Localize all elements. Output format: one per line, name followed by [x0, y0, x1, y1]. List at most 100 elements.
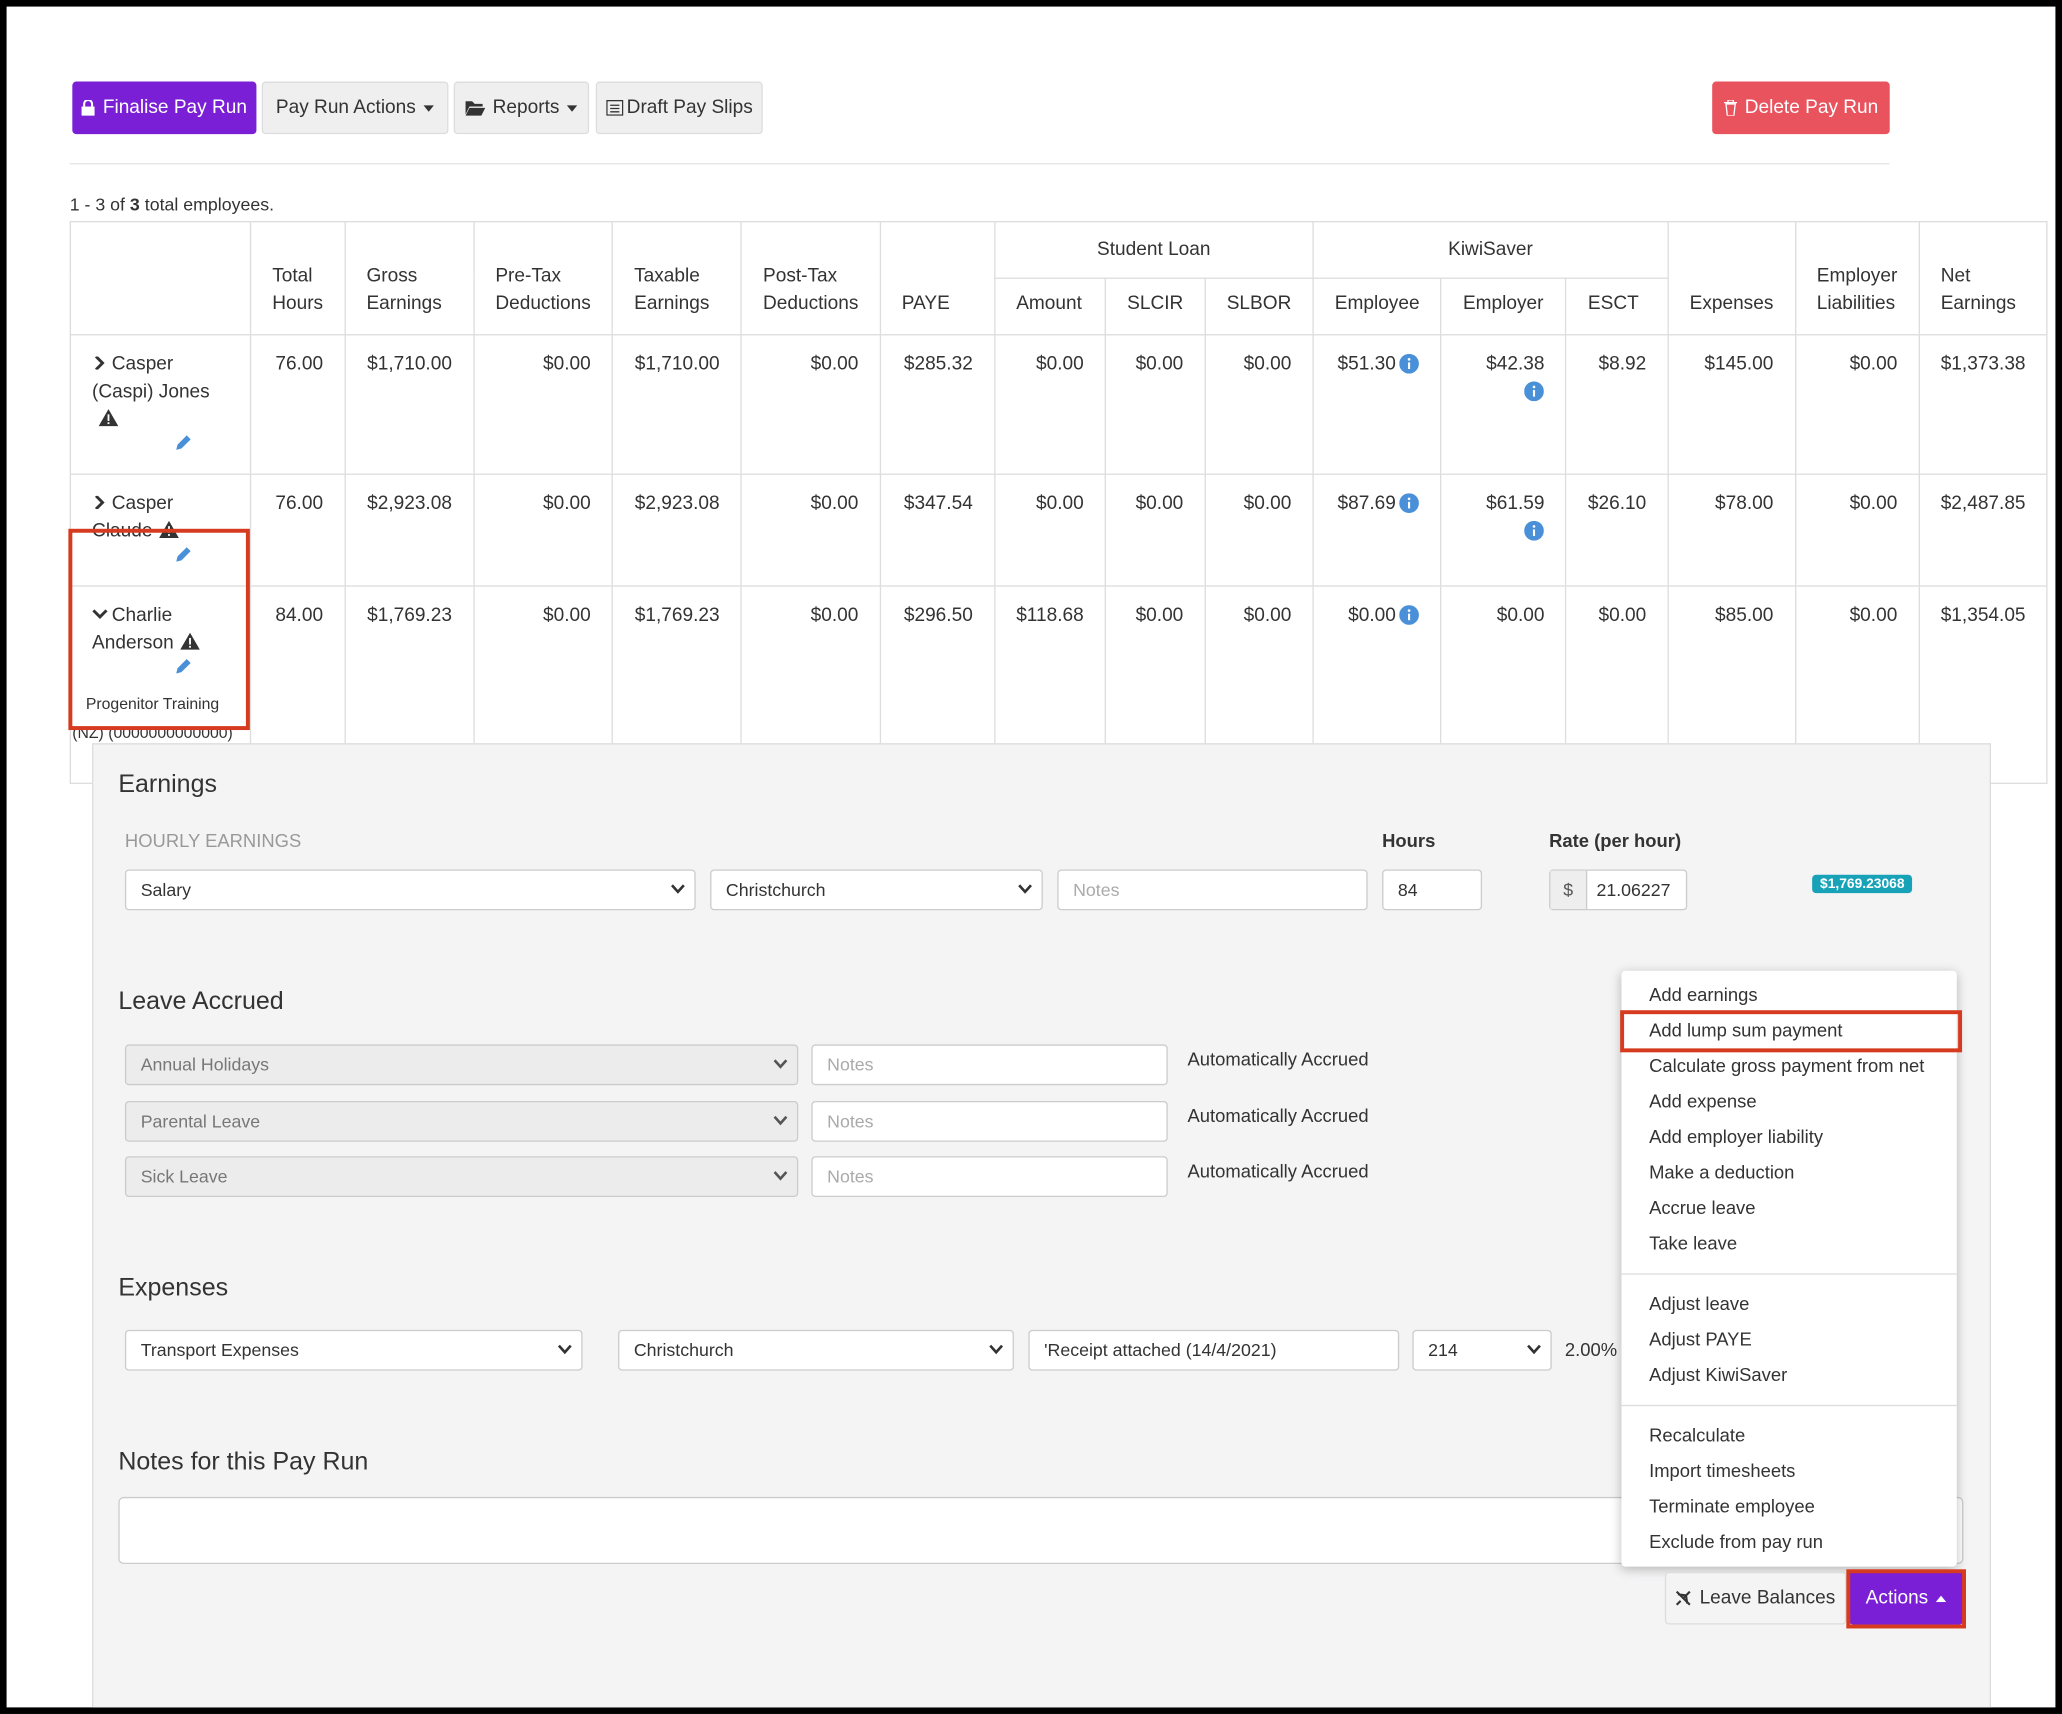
button-label: Leave Balances	[1699, 1587, 1836, 1609]
employee-count: 1 - 3 of 3 total employees.	[70, 195, 274, 215]
finalise-button[interactable]: Finalise Pay Run	[72, 81, 257, 135]
location-select[interactable]: Christchurch	[710, 869, 1043, 911]
actions-button[interactable]: Actions	[1848, 1571, 1964, 1625]
column-header: SLCIR	[1104, 277, 1206, 336]
value-cell: $1,710.00	[344, 334, 475, 475]
menu-item[interactable]: Exclude from pay run	[1649, 1531, 1824, 1553]
group-header: KiwiSaver	[1312, 220, 1669, 279]
header-text: Amount	[1016, 293, 1082, 315]
menu-item[interactable]: Recalculate	[1649, 1424, 1746, 1446]
select-value: 214	[1428, 1340, 1458, 1361]
menu-item[interactable]: Add lump sum payment	[1649, 1019, 1843, 1041]
rate-input[interactable]: $21.06227	[1549, 869, 1688, 911]
select-value: Sick Leave	[140, 1166, 228, 1187]
input-value: 84	[1397, 880, 1418, 900]
cell-value: $0.00	[1849, 353, 1898, 375]
menu-item[interactable]: Accrue leave	[1649, 1197, 1756, 1219]
column-header: SLBOR	[1204, 277, 1314, 336]
value-cell: $0.00	[1104, 473, 1206, 587]
header-text: ESCT	[1587, 293, 1639, 315]
value-cell: $0.00	[472, 473, 614, 587]
menu-item[interactable]: Adjust PAYE	[1649, 1328, 1752, 1350]
edit-icon[interactable]	[175, 658, 192, 675]
notes-input[interactable]: Notes	[1057, 869, 1368, 911]
expense-note-input[interactable]: 'Receipt attached (14/4/2021)	[1028, 1329, 1400, 1371]
menu-item[interactable]: Take leave	[1649, 1232, 1738, 1254]
leave-notes-input[interactable]: Notes	[811, 1100, 1168, 1142]
button-label: Reports	[492, 97, 560, 119]
pay-run-actions-button[interactable]: Pay Run Actions	[261, 81, 449, 135]
employee-name[interactable]: Casper (Caspi) Jones	[92, 353, 210, 403]
edit-icon[interactable]	[175, 434, 192, 451]
draft-pay-slips-button[interactable]: Draft Pay Slips	[595, 81, 763, 135]
employee-name[interactable]: Charlie Anderson	[92, 605, 174, 654]
info-icon	[1399, 493, 1420, 514]
value-cell: $0.00	[740, 473, 881, 587]
cell-value: $0.00	[1243, 353, 1292, 375]
earning-type-select[interactable]: Salary	[124, 869, 696, 911]
value-cell: $78.00	[1667, 473, 1796, 587]
expense-code-select[interactable]: 214	[1412, 1329, 1552, 1371]
leave-balances-button[interactable]: Leave Balances	[1664, 1571, 1847, 1625]
count-text: total employees.	[144, 194, 275, 215]
expense-type-select[interactable]: Transport Expenses	[124, 1329, 583, 1371]
column-header: Amount	[993, 277, 1107, 336]
menu-separator	[1621, 1404, 1957, 1407]
menu-item[interactable]: Adjust KiwiSaver	[1649, 1364, 1788, 1386]
group-header: Student Loan	[993, 220, 1314, 279]
menu-item[interactable]: Adjust leave	[1649, 1293, 1750, 1315]
button-label: Pay Run Actions	[275, 97, 416, 119]
highlight-box	[1846, 1569, 1966, 1629]
expand-caret[interactable]	[92, 355, 108, 371]
leave-notes-input[interactable]: Notes	[811, 1156, 1168, 1198]
header-text: PAYE	[901, 293, 950, 315]
menu-item[interactable]: Add expense	[1649, 1090, 1757, 1112]
placeholder: Notes	[827, 1110, 874, 1131]
cell-value: $0.00	[1598, 605, 1647, 627]
delete-button[interactable]: Delete Pay Run	[1712, 81, 1890, 135]
expand-caret[interactable]	[92, 494, 108, 511]
value-cell: $61.59	[1440, 473, 1567, 587]
value-cell: $1,373.38	[1918, 334, 2048, 475]
chevron	[671, 884, 685, 894]
reports-button[interactable]: Reports	[453, 81, 590, 135]
column-header: Pre-Tax Deductions	[472, 220, 614, 336]
select-value: Salary	[140, 880, 192, 900]
edit-icon[interactable]	[175, 546, 192, 563]
placeholder: Notes	[827, 1054, 874, 1075]
total-badge: $1,769.23068	[1812, 874, 1913, 894]
header-text: SLBOR	[1226, 293, 1292, 315]
header-text: Post-Tax Deductions	[762, 265, 859, 315]
menu-item[interactable]: Import timesheets	[1649, 1460, 1796, 1482]
leave-type-select[interactable]: Annual Holidays	[124, 1044, 799, 1086]
value-cell: $347.54	[879, 473, 996, 587]
cell-value: $0.00	[1035, 353, 1084, 375]
menu-item[interactable]: Add employer liability	[1649, 1125, 1824, 1148]
value-cell: $8.92	[1565, 334, 1669, 475]
header-text: Employer Liabilities	[1816, 265, 1898, 315]
info-icon	[1524, 520, 1545, 541]
leave-notes-input[interactable]: Notes	[811, 1044, 1168, 1086]
hours-input[interactable]: 84	[1382, 869, 1483, 911]
header-text: SLCIR	[1127, 293, 1184, 315]
cell-value: $285.32	[903, 353, 973, 375]
expense-rate: 2.00%	[1564, 1339, 1618, 1361]
menu-item[interactable]: Calculate gross payment from net	[1649, 1054, 1925, 1076]
menu-separator	[1621, 1273, 1957, 1275]
column-header: PAYE	[879, 220, 996, 336]
leave-type-select[interactable]: Parental Leave	[124, 1100, 799, 1142]
leave-type-select[interactable]: Sick Leave	[124, 1156, 799, 1198]
value-cell: $2,487.85	[1918, 473, 2048, 587]
location-select[interactable]: Christchurch	[618, 1329, 1014, 1371]
menu-item[interactable]: Make a deduction	[1649, 1161, 1795, 1183]
expand-caret[interactable]	[92, 608, 108, 621]
cell-value: $1,769.23	[634, 605, 720, 627]
menu-item[interactable]: Add earnings	[1649, 983, 1758, 1005]
cell-value: $0.00	[1135, 353, 1184, 375]
value-cell: $26.10	[1565, 473, 1669, 587]
header-text: Employer	[1462, 293, 1544, 315]
cell-value: $0.00	[1496, 605, 1545, 627]
caret-icon	[423, 104, 435, 112]
cell-value: $296.50	[903, 605, 973, 627]
menu-item[interactable]: Terminate employee	[1649, 1495, 1815, 1517]
